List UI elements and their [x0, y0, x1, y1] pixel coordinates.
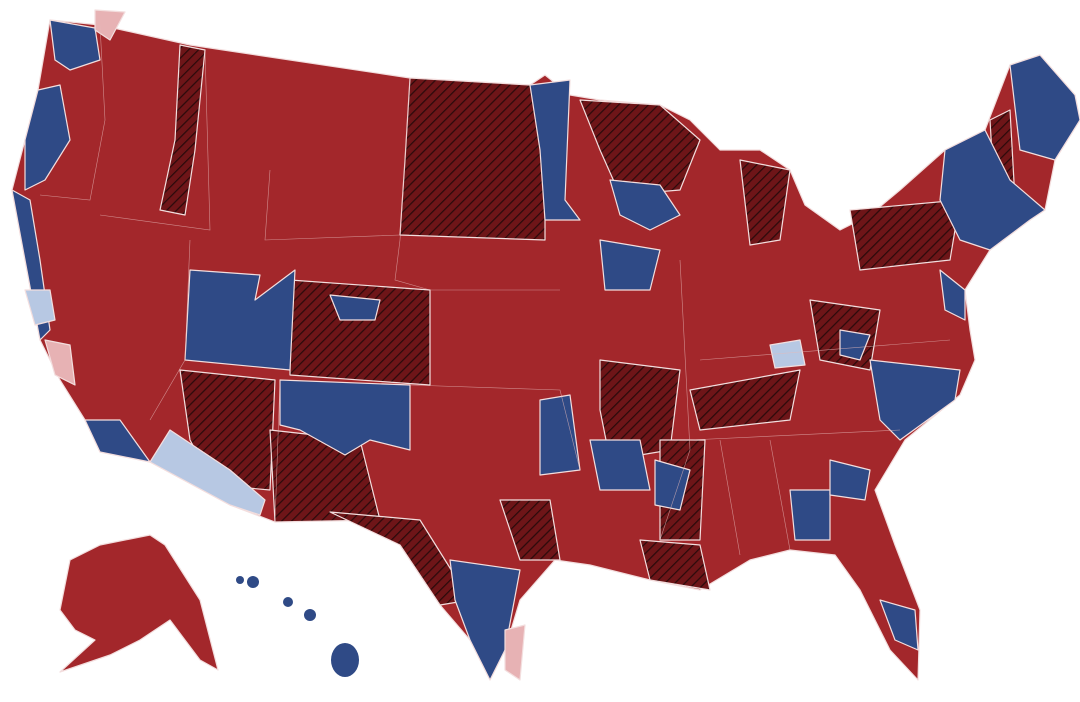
blue-region [24, 84, 71, 191]
blue-region [184, 269, 296, 371]
blue-region [329, 294, 381, 321]
island [247, 576, 259, 588]
blue-region [789, 489, 831, 541]
hatched-region [399, 77, 546, 241]
pink-region [44, 339, 76, 386]
island [304, 609, 316, 621]
blue-region [609, 179, 681, 231]
border [99, 49, 211, 231]
border [394, 77, 560, 291]
hatched-region [739, 159, 791, 246]
blue-region [1009, 54, 1080, 161]
hawaii [236, 576, 359, 677]
border [149, 239, 191, 421]
border [699, 339, 951, 361]
hatched-region [689, 369, 801, 431]
hatched-region [639, 539, 711, 591]
island [236, 576, 244, 584]
light-blue-region [149, 429, 266, 516]
blue-region [654, 459, 691, 511]
hatched-region [579, 99, 701, 196]
light-blue-region [769, 339, 806, 369]
blue-region [589, 439, 651, 491]
border [274, 379, 281, 523]
blue-region [49, 19, 101, 71]
border [659, 259, 691, 541]
blue-region [939, 129, 1046, 251]
island [283, 597, 293, 607]
blue-region [839, 329, 871, 361]
light-blue-region [24, 289, 56, 326]
island [331, 643, 359, 677]
hatched-region [289, 279, 431, 386]
border [264, 169, 401, 241]
blue-region [529, 79, 581, 221]
blue-region [599, 239, 661, 291]
alaska [59, 534, 219, 673]
pink-region [94, 9, 126, 41]
border [689, 429, 901, 441]
state-borders [39, 24, 951, 556]
pink-region [504, 624, 526, 681]
hatched-region [849, 199, 961, 271]
hatched-region [499, 499, 561, 561]
hatched-region [329, 511, 471, 606]
blue-region [449, 559, 521, 681]
border [769, 439, 791, 551]
blue-region [869, 359, 961, 441]
blue-region [939, 269, 966, 321]
border [409, 384, 581, 471]
border [39, 24, 106, 201]
border [719, 439, 741, 556]
blue-region [829, 459, 871, 501]
blue-region [879, 599, 919, 651]
blue-region [279, 379, 411, 456]
